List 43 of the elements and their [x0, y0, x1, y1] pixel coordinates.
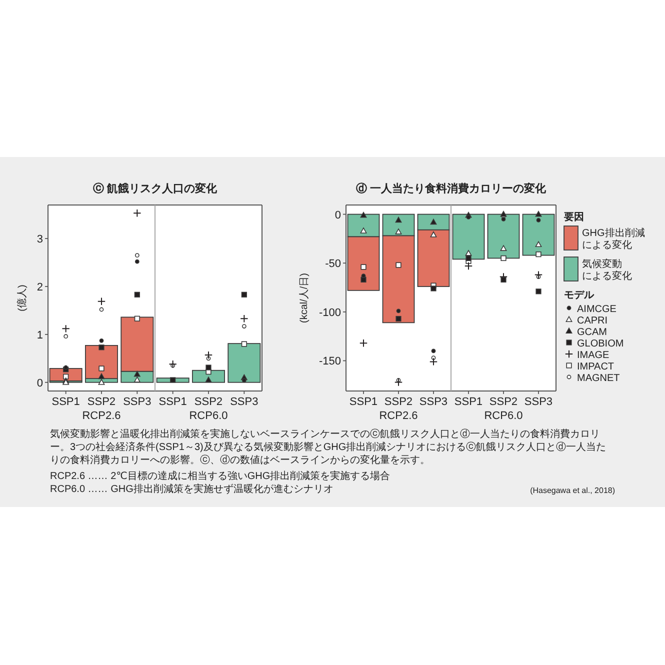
legend-label: GLOBIOM [577, 338, 624, 350]
x-tick-label: SSP1 [454, 396, 483, 408]
y-axis-title: (億人) [16, 284, 28, 312]
y-tick-label: -100 [318, 306, 341, 319]
legend-label: GCAM [577, 327, 607, 338]
legend-label: IMPACT [577, 362, 614, 372]
y-tick-label: 1 [36, 329, 43, 342]
x-tick-label: SSP2 [194, 396, 223, 408]
y-axis-title: (kcal/人/日) [298, 273, 310, 323]
text: RCP2.6 …… 2℃目標の達成に相当する強いGHG排出削減策を実施する場合 [50, 470, 392, 483]
x-tick-label: SSP1 [158, 396, 187, 408]
text: (Hasegawa et al., 2018) [530, 486, 615, 495]
legend-label: AIMCGE [577, 304, 617, 315]
y-tick-label: -50 [325, 258, 341, 270]
y-tick-label: 2 [36, 281, 43, 294]
text: モデル [564, 290, 594, 301]
legend-label: MAGNET [577, 373, 620, 384]
x-tick-label: SSP1 [349, 396, 378, 408]
x-tick-label: SSP3 [524, 396, 553, 408]
y-tick-label: 3 [36, 234, 43, 246]
x-axis-title: RCP2.6 [82, 410, 121, 422]
x-tick-label: SSP2 [489, 396, 518, 408]
legend-title: 要因 [563, 212, 584, 223]
x-tick-label: SSP3 [419, 396, 448, 408]
x-tick-label: SSP2 [87, 396, 116, 408]
x-axis-title: RCP6.0 [484, 410, 523, 422]
legend-label: 気候変動による変化 [582, 258, 632, 282]
legend-label: GHG排出削減による変化 [582, 227, 645, 251]
text: 気候変動影響と温暖化排出削減策を実施しないベースラインケースでのⓒ飢餓リスク人口とⓓ一人当たりの食料消費カロリー。3つの社会経済条件(SSP1～3)及び異なる気候変動影響とGHG排出削減シナリオにおけるⓒ飢餓リスク人口とⓓ一人当たりの食料消費カロリーへの影響。ⓒ、ⓓの数値はベースラインからの変化量を示す。 [50, 428, 608, 467]
x-axis-title: RCP2.6 [379, 410, 418, 422]
legend-label: IMAGE [577, 350, 610, 361]
legend-label: CAPRI [577, 316, 608, 326]
y-tick-label: 0 [36, 377, 43, 390]
text: RCP6.0 …… GHG排出削減策を実施せず温暖化が進むシナリオ [50, 484, 334, 495]
chart-title: ⓒ 飢餓リスク人口の変化 [92, 182, 218, 195]
y-tick-label: -150 [318, 356, 341, 368]
x-axis-title: RCP6.0 [189, 410, 228, 422]
x-tick-label: SSP2 [384, 396, 413, 408]
x-tick-label: SSP3 [230, 396, 258, 408]
y-tick-label: 0 [334, 209, 341, 222]
x-tick-label: SSP3 [123, 396, 152, 408]
chart-title: ⓓ 一人当たり食料消費カロリーの変化 [356, 182, 548, 195]
x-tick-label: SSP1 [52, 396, 80, 408]
